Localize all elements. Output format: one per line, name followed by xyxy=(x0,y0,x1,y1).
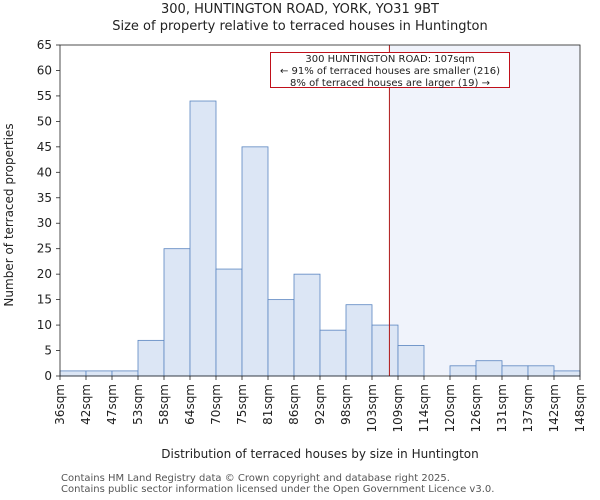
x-tick-label: 98sqm xyxy=(339,384,353,425)
bar-109sqm xyxy=(397,345,425,377)
y-tick-label: 60 xyxy=(37,63,52,77)
y-tick-label: 30 xyxy=(37,216,52,230)
bar-131sqm xyxy=(501,365,529,377)
bar-98sqm xyxy=(345,304,373,377)
bar-103sqm xyxy=(371,324,399,377)
footer-line-1: Contains HM Land Registry data © Crown c… xyxy=(61,473,450,484)
x-tick-label: 81sqm xyxy=(261,384,275,425)
annotation-box: 300 HUNTINGTON ROAD: 107sqm ← 91% of ter… xyxy=(270,52,510,89)
x-tick-label: 131sqm xyxy=(495,384,509,432)
x-tick-label: 70sqm xyxy=(209,384,223,425)
y-tick-label: 45 xyxy=(37,140,52,154)
x-tick-label: 148sqm xyxy=(573,384,587,432)
x-axis-label: Distribution of terraced houses by size … xyxy=(161,447,478,461)
bar-42sqm xyxy=(85,370,113,377)
x-tick-label: 47sqm xyxy=(105,384,119,425)
x-tick-label: 64sqm xyxy=(183,384,197,425)
x-tick-label: 137sqm xyxy=(521,384,535,432)
x-tick-label: 75sqm xyxy=(235,384,249,425)
chart-subtitle: Size of property relative to terraced ho… xyxy=(112,19,488,34)
x-tick-label: 120sqm xyxy=(443,384,457,432)
bar-126sqm xyxy=(475,360,503,377)
x-tick-label: 142sqm xyxy=(547,384,561,432)
bar-137sqm xyxy=(527,365,555,377)
annotation-line-3: 8% of terraced houses are larger (19) → xyxy=(290,78,490,89)
y-tick-label: 40 xyxy=(37,165,52,179)
y-tick-label: 15 xyxy=(37,293,52,307)
bar-75sqm xyxy=(241,146,269,377)
x-tick-label: 53sqm xyxy=(131,384,145,425)
y-tick-label: 0 xyxy=(44,369,52,383)
bar-47sqm xyxy=(111,370,139,377)
bar-70sqm xyxy=(215,268,243,377)
y-tick-label: 65 xyxy=(37,38,52,52)
x-tick-label: 86sqm xyxy=(287,384,301,425)
bar-36sqm xyxy=(59,370,87,377)
y-tick-label: 55 xyxy=(37,89,52,103)
y-tick-label: 25 xyxy=(37,242,52,256)
y-tick-label: 50 xyxy=(37,114,52,128)
annotation-line-2: ← 91% of terraced houses are smaller (21… xyxy=(279,66,501,77)
bar-120sqm xyxy=(449,365,477,377)
x-tick-label: 126sqm xyxy=(469,384,483,432)
y-axis-label: Number of terraced properties xyxy=(2,123,16,306)
bar-142sqm xyxy=(553,370,581,377)
bar-81sqm xyxy=(267,299,295,377)
x-tick-label: 42sqm xyxy=(79,384,93,425)
x-tick-label: 58sqm xyxy=(157,384,171,425)
shaded-region xyxy=(389,45,580,376)
bar-92sqm xyxy=(319,329,347,377)
y-tick-label: 35 xyxy=(37,191,52,205)
annotation-line-1: 300 HUNTINGTON ROAD: 107sqm xyxy=(305,54,475,65)
y-tick-label: 20 xyxy=(37,267,52,281)
y-tick-label: 10 xyxy=(37,318,52,332)
bar-53sqm xyxy=(137,339,165,377)
y-tick-label: 5 xyxy=(44,344,52,358)
x-tick-label: 92sqm xyxy=(313,384,327,425)
bar-86sqm xyxy=(293,273,321,377)
x-tick-label: 36sqm xyxy=(53,384,67,425)
footer-line-2: Contains public sector information licen… xyxy=(61,484,495,495)
chart-title: 300, HUNTINGTON ROAD, YORK, YO31 9BT xyxy=(161,2,439,17)
x-tick-label: 109sqm xyxy=(391,384,405,432)
bar-58sqm xyxy=(163,248,191,377)
x-tick-label: 114sqm xyxy=(417,384,431,432)
x-tick-label: 103sqm xyxy=(365,384,379,432)
bar-64sqm xyxy=(189,100,217,377)
